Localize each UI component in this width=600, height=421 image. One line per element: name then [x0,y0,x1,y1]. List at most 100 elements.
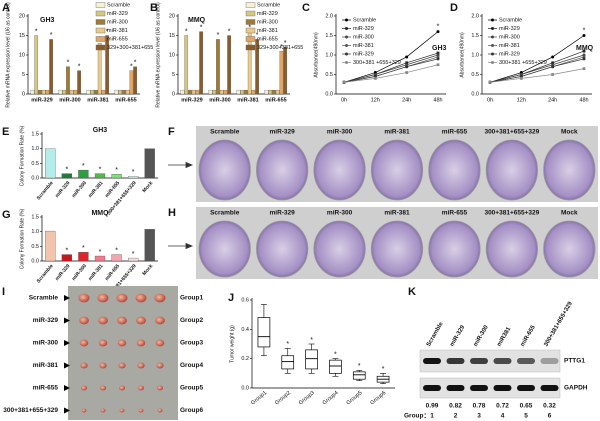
legend-marker [345,61,348,64]
x-tick-label: miR-329 [54,263,71,282]
bar [283,47,287,95]
group-label: Group3 [180,340,203,347]
tumor [137,362,145,369]
blot-band [540,385,559,391]
tumor [116,293,128,303]
x-tick-label: Group5 [346,390,364,406]
bar [133,66,137,95]
y-tick-label: 1.5 [471,33,479,39]
legend-marker [345,27,348,30]
chart-title: GH3 [93,127,108,134]
legend-label: miR-381 [107,28,128,34]
significance-mark: * [115,247,118,254]
well-label: miR-300 [327,210,353,217]
point [582,67,586,71]
box [329,359,342,374]
significance-mark: * [228,28,231,35]
row-arrow [64,362,70,369]
x-tick-label: 12h [517,97,526,103]
chart-title: GH3 [432,45,447,52]
bar [45,148,56,179]
tumor [98,339,108,347]
y-tick-label: 0.4 [241,327,249,333]
series-line [343,58,439,83]
x-tick-label: 24h [402,97,411,103]
bar [128,176,139,179]
legend-swatch [95,44,106,51]
bar [195,89,200,95]
y-tick-label: 15 [19,33,25,39]
bar [61,254,72,262]
y-tick-label: 0.0 [31,258,39,264]
box [281,355,295,370]
panel-label: K [408,286,416,298]
bar [275,89,280,95]
panel-label: E [2,126,9,138]
blot-band [446,385,465,391]
y-tick-label: 1.5 [325,33,333,39]
legend-marker [345,18,348,22]
bar [61,173,72,179]
legend-label: miR-329 [353,51,374,57]
panel-label: I [2,286,5,298]
lane-label: miR-300 [473,324,490,348]
blot-band [493,385,512,391]
chart-title: GH3 [40,17,55,24]
label-backdrop [178,286,218,420]
well [370,220,424,278]
y-tick-label: 2.0 [325,13,333,19]
bar [251,89,256,95]
x-tick-label: Group6 [369,390,387,406]
legend-label: miR-300 [107,19,128,25]
box [257,317,271,348]
legend-swatch [245,27,256,34]
series-line [343,64,439,83]
bar [111,254,122,262]
significance-mark: * [382,366,385,373]
significance-mark: * [280,44,283,51]
bar [199,31,203,95]
legend-label: 300+381 +655+329 [353,60,401,66]
blot-band [540,358,559,364]
legend-marker [491,27,494,30]
group-number: 4 [501,413,505,420]
legend-label: miR-329 [107,11,128,17]
legend-marker [491,18,494,22]
well [198,139,251,201]
significance-mark: * [78,63,81,70]
bar [114,89,119,95]
significance-mark: * [82,163,85,170]
y-tick-label: 1.5 [31,214,39,220]
x-tick-label: miR-381 [87,97,108,103]
legend-swatch [245,10,256,17]
well [428,139,481,201]
x-tick-label: miR-329 [181,97,202,103]
bar [144,148,155,179]
tumor [97,293,109,303]
bar [212,89,217,95]
bar [97,43,102,95]
well-label: Scramble [210,129,240,136]
tumor [154,293,166,303]
series-line [489,35,585,83]
bar [58,89,63,95]
legend-label: miR-329 [353,26,374,32]
legend-label: 300+381 +655+329 [499,60,547,66]
point [405,65,409,69]
row-label: miR-300 [33,340,59,347]
x-tick-label: 0h [341,97,347,103]
legend-swatch [95,2,106,8]
blot-band [517,385,535,391]
group-label: Group5 [180,385,203,392]
point [405,71,409,74]
legend-marker [491,35,494,39]
tumor [155,316,165,325]
panel-label: J [228,292,234,304]
significance-mark: * [82,245,85,252]
bar [34,35,39,95]
y-tick-label: 0.5 [471,72,479,78]
significance-mark: * [65,247,68,254]
ratio-label: 0.65 [520,403,533,410]
tumor [98,316,108,325]
ratio-label: 0.72 [496,403,509,410]
